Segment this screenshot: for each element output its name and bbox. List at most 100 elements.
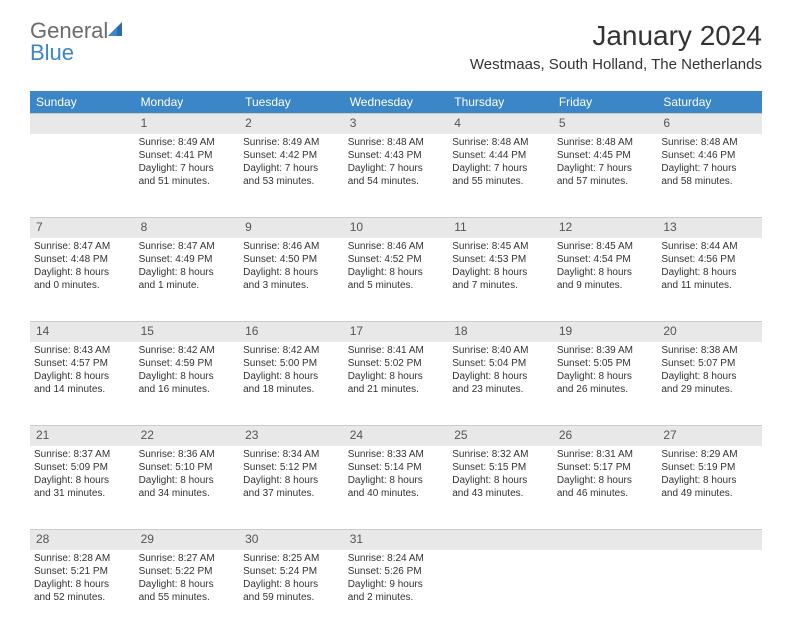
day-detail-cell: Sunrise: 8:45 AMSunset: 4:54 PMDaylight:… [553, 238, 658, 322]
day-line: and 49 minutes. [661, 487, 758, 500]
day-number-cell: 30 [239, 530, 344, 550]
day-detail-row: Sunrise: 8:47 AMSunset: 4:48 PMDaylight:… [30, 238, 762, 322]
day-line: Sunset: 4:57 PM [34, 357, 131, 370]
day-detail-cell: Sunrise: 8:33 AMSunset: 5:14 PMDaylight:… [344, 446, 449, 530]
day-line: Sunrise: 8:42 AM [139, 344, 236, 357]
day-number-cell: 27 [657, 426, 762, 446]
day-line: and 55 minutes. [452, 175, 549, 188]
day-line: and 34 minutes. [139, 487, 236, 500]
day-number-cell: 10 [344, 218, 449, 238]
day-detail-cell: Sunrise: 8:48 AMSunset: 4:43 PMDaylight:… [344, 134, 449, 218]
day-number-cell [657, 530, 762, 550]
day-detail-row: Sunrise: 8:37 AMSunset: 5:09 PMDaylight:… [30, 446, 762, 530]
day-line: Sunrise: 8:38 AM [661, 344, 758, 357]
day-detail-cell: Sunrise: 8:49 AMSunset: 4:42 PMDaylight:… [239, 134, 344, 218]
day-line: Sunrise: 8:48 AM [661, 136, 758, 149]
day-line: Daylight: 8 hours [452, 266, 549, 279]
day-line: and 5 minutes. [348, 279, 445, 292]
day-line: Sunset: 5:15 PM [452, 461, 549, 474]
day-number-cell [448, 530, 553, 550]
day-line: Sunset: 5:00 PM [243, 357, 340, 370]
day-line: Sunset: 5:22 PM [139, 565, 236, 578]
day-line: Sunrise: 8:24 AM [348, 552, 445, 565]
day-line: Daylight: 7 hours [348, 162, 445, 175]
day-line: Sunrise: 8:46 AM [243, 240, 340, 253]
day-detail-cell: Sunrise: 8:38 AMSunset: 5:07 PMDaylight:… [657, 342, 762, 426]
day-number-cell: 11 [448, 218, 553, 238]
day-line: Sunset: 4:52 PM [348, 253, 445, 266]
day-detail-cell: Sunrise: 8:44 AMSunset: 4:56 PMDaylight:… [657, 238, 762, 322]
day-line: Sunset: 5:26 PM [348, 565, 445, 578]
day-detail-cell [448, 550, 553, 634]
day-detail-cell: Sunrise: 8:32 AMSunset: 5:15 PMDaylight:… [448, 446, 553, 530]
day-detail-cell: Sunrise: 8:48 AMSunset: 4:45 PMDaylight:… [553, 134, 658, 218]
day-line: Sunrise: 8:29 AM [661, 448, 758, 461]
day-number-cell: 2 [239, 114, 344, 134]
day-line: Sunrise: 8:34 AM [243, 448, 340, 461]
day-line: Sunset: 5:04 PM [452, 357, 549, 370]
day-line: Sunset: 5:05 PM [557, 357, 654, 370]
day-number-row: 28293031 [30, 530, 762, 550]
day-line: Sunset: 4:41 PM [139, 149, 236, 162]
day-number-cell: 16 [239, 322, 344, 342]
day-line: Daylight: 8 hours [557, 370, 654, 383]
day-line: Daylight: 7 hours [452, 162, 549, 175]
day-number-cell: 8 [135, 218, 240, 238]
day-number-cell: 18 [448, 322, 553, 342]
day-line: Daylight: 8 hours [348, 266, 445, 279]
logo-sail-icon [108, 22, 126, 38]
day-number-cell: 4 [448, 114, 553, 134]
day-line: Sunset: 4:53 PM [452, 253, 549, 266]
day-number-cell: 6 [657, 114, 762, 134]
day-line: Sunset: 4:49 PM [139, 253, 236, 266]
day-line: Sunset: 4:56 PM [661, 253, 758, 266]
header: GeneralBlue January 2024 Westmaas, South… [0, 0, 792, 81]
day-line: and 21 minutes. [348, 383, 445, 396]
day-line: Sunrise: 8:25 AM [243, 552, 340, 565]
day-number-cell: 26 [553, 426, 658, 446]
logo-text: GeneralBlue [30, 20, 126, 64]
day-detail-cell: Sunrise: 8:45 AMSunset: 4:53 PMDaylight:… [448, 238, 553, 322]
day-line: and 31 minutes. [34, 487, 131, 500]
day-line: and 11 minutes. [661, 279, 758, 292]
day-line: and 51 minutes. [139, 175, 236, 188]
day-line: and 52 minutes. [34, 591, 131, 604]
day-line: Daylight: 9 hours [348, 578, 445, 591]
day-line: Sunrise: 8:47 AM [34, 240, 131, 253]
day-line: and 7 minutes. [452, 279, 549, 292]
day-line: and 37 minutes. [243, 487, 340, 500]
day-detail-row: Sunrise: 8:43 AMSunset: 4:57 PMDaylight:… [30, 342, 762, 426]
day-line: and 16 minutes. [139, 383, 236, 396]
day-line: Daylight: 8 hours [243, 578, 340, 591]
day-number-row: 123456 [30, 114, 762, 134]
day-line: Sunset: 4:59 PM [139, 357, 236, 370]
day-number-cell [553, 530, 658, 550]
day-line: and 54 minutes. [348, 175, 445, 188]
day-line: Sunrise: 8:28 AM [34, 552, 131, 565]
day-number-row: 78910111213 [30, 218, 762, 238]
day-line: Daylight: 8 hours [243, 474, 340, 487]
day-line: Daylight: 8 hours [34, 474, 131, 487]
day-line: Sunrise: 8:37 AM [34, 448, 131, 461]
day-header: Saturday [657, 91, 762, 114]
day-line: and 53 minutes. [243, 175, 340, 188]
day-detail-cell: Sunrise: 8:27 AMSunset: 5:22 PMDaylight:… [135, 550, 240, 634]
day-line: Daylight: 8 hours [348, 474, 445, 487]
day-detail-cell: Sunrise: 8:41 AMSunset: 5:02 PMDaylight:… [344, 342, 449, 426]
day-detail-cell: Sunrise: 8:24 AMSunset: 5:26 PMDaylight:… [344, 550, 449, 634]
day-header-row: SundayMondayTuesdayWednesdayThursdayFrid… [30, 91, 762, 114]
day-line: Daylight: 8 hours [139, 578, 236, 591]
day-line: Daylight: 8 hours [348, 370, 445, 383]
day-detail-cell: Sunrise: 8:48 AMSunset: 4:46 PMDaylight:… [657, 134, 762, 218]
day-detail-cell: Sunrise: 8:34 AMSunset: 5:12 PMDaylight:… [239, 446, 344, 530]
day-line: Sunset: 4:54 PM [557, 253, 654, 266]
day-line: Sunrise: 8:48 AM [557, 136, 654, 149]
day-number-cell: 5 [553, 114, 658, 134]
day-line: Daylight: 8 hours [452, 370, 549, 383]
day-line: and 57 minutes. [557, 175, 654, 188]
day-detail-cell: Sunrise: 8:48 AMSunset: 4:44 PMDaylight:… [448, 134, 553, 218]
day-line: and 59 minutes. [243, 591, 340, 604]
day-number-cell: 12 [553, 218, 658, 238]
day-detail-cell: Sunrise: 8:31 AMSunset: 5:17 PMDaylight:… [553, 446, 658, 530]
day-line: and 58 minutes. [661, 175, 758, 188]
